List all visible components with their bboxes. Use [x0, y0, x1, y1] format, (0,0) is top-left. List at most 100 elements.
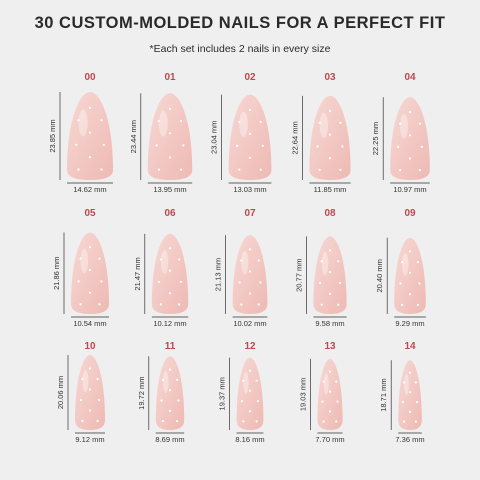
height-label: 20.77 mm	[294, 259, 303, 292]
dot	[414, 381, 417, 384]
dot	[236, 144, 239, 147]
dot	[168, 132, 172, 135]
nail-shine	[319, 112, 328, 138]
dot	[88, 409, 92, 412]
dot	[338, 281, 342, 285]
dot	[397, 145, 400, 148]
width-label: 13.03 mm	[233, 185, 266, 194]
dot	[416, 303, 419, 306]
height-label: 19.03 mm	[298, 378, 307, 411]
dot	[168, 156, 172, 159]
nail-shape	[151, 233, 189, 314]
nail: 02 23.04 mm 13.03 mm	[210, 72, 272, 194]
dot	[401, 261, 404, 264]
dot	[240, 259, 243, 262]
dot	[157, 119, 160, 123]
dot	[403, 420, 406, 423]
size-label: 11	[165, 341, 176, 352]
dot	[176, 378, 179, 381]
dot	[159, 303, 162, 306]
dot	[328, 410, 332, 413]
dot	[336, 400, 339, 403]
width-label: 7.70 mm	[315, 435, 344, 444]
dot	[100, 119, 103, 122]
dot	[157, 168, 160, 171]
nail-shine	[321, 251, 329, 276]
nail: 13 19.03 mm 7.70 mm	[298, 341, 344, 444]
dot	[248, 132, 252, 135]
dot	[79, 257, 82, 260]
dot	[100, 280, 103, 283]
dot	[408, 391, 412, 394]
dot	[168, 409, 172, 412]
dot	[257, 303, 260, 306]
dot	[88, 268, 92, 272]
dot	[88, 156, 92, 159]
height-label: 19.72 mm	[137, 376, 146, 409]
dot	[248, 389, 252, 393]
dot	[88, 131, 92, 134]
size-label: 13	[324, 341, 336, 352]
height-label: 23.04 mm	[210, 121, 219, 154]
size-label: 06	[164, 208, 176, 219]
width-label: 10.02 mm	[233, 319, 266, 328]
height-label: 21.13 mm	[214, 258, 223, 291]
nail-shape	[232, 235, 268, 314]
dot	[328, 370, 332, 373]
dot	[240, 399, 244, 403]
dot	[259, 281, 262, 284]
dot	[168, 389, 172, 392]
nail-shine	[323, 373, 329, 395]
dot	[98, 257, 101, 260]
dot	[414, 420, 417, 423]
dot	[77, 168, 80, 171]
dot	[248, 248, 252, 251]
size-label: 08	[324, 208, 336, 219]
dot	[335, 420, 338, 423]
dot	[180, 168, 183, 171]
dot	[248, 369, 252, 372]
height-label: 21.47 mm	[133, 257, 142, 290]
dot	[88, 388, 92, 391]
dot	[337, 303, 340, 306]
dot	[88, 246, 92, 249]
dot	[328, 157, 332, 160]
dot	[399, 122, 402, 125]
height-label: 19.37 mm	[218, 377, 227, 410]
nail-shape	[75, 355, 105, 430]
dot	[316, 145, 319, 148]
dot	[401, 303, 404, 306]
nail-shape	[155, 356, 185, 430]
dot	[75, 143, 78, 146]
size-label: 02	[244, 72, 256, 83]
nail-shape	[67, 92, 113, 180]
dot	[322, 420, 325, 423]
dot	[182, 144, 185, 147]
dot	[238, 168, 241, 171]
dot	[401, 400, 405, 404]
size-label: 03	[324, 72, 336, 83]
dot	[100, 168, 103, 171]
dot	[318, 121, 321, 124]
dot	[318, 168, 321, 172]
dot	[179, 280, 183, 284]
dot	[261, 144, 264, 147]
dot	[328, 249, 332, 252]
nail-shape	[313, 236, 347, 314]
dot	[408, 371, 412, 374]
dot	[255, 379, 258, 382]
nail-shine	[160, 249, 169, 274]
dot	[257, 259, 260, 262]
dot	[238, 120, 241, 124]
width-label: 9.58 mm	[315, 319, 344, 328]
size-label: 05	[84, 208, 96, 219]
nail: 14 18.71 mm 7.36 mm	[379, 341, 424, 444]
height-label: 22.25 mm	[371, 122, 380, 155]
nail: 07 21.13 mm 10.02 mm	[214, 208, 268, 328]
dot	[328, 390, 332, 393]
size-label: 12	[244, 341, 256, 352]
dot	[96, 377, 99, 381]
dot	[320, 303, 323, 306]
width-label: 14.62 mm	[73, 185, 106, 194]
dot	[168, 107, 172, 111]
